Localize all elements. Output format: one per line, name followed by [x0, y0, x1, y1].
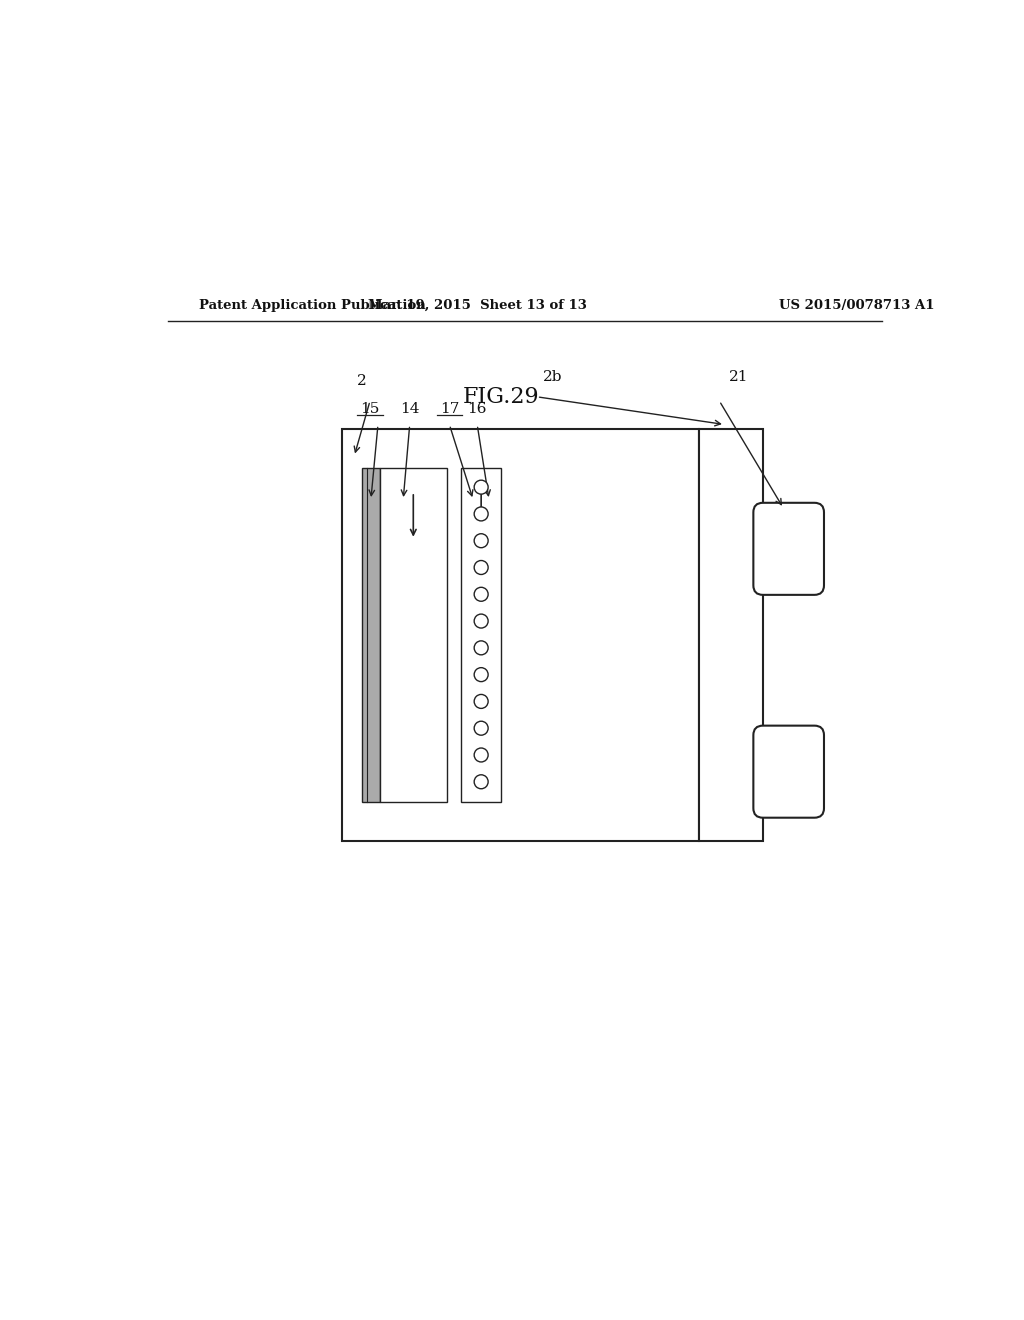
Text: Patent Application Publication: Patent Application Publication [200, 300, 426, 312]
Circle shape [474, 642, 488, 655]
Text: Mar. 19, 2015  Sheet 13 of 13: Mar. 19, 2015 Sheet 13 of 13 [368, 300, 587, 312]
Circle shape [474, 480, 488, 494]
Bar [362, 469, 380, 801]
FancyBboxPatch shape [754, 503, 824, 595]
Bar [462, 469, 501, 801]
Text: 2b: 2b [543, 370, 562, 384]
Bar [342, 429, 699, 841]
Circle shape [474, 694, 488, 709]
Circle shape [474, 775, 488, 789]
Circle shape [474, 748, 488, 762]
Circle shape [474, 507, 488, 521]
Text: 17: 17 [439, 401, 459, 416]
Text: 2: 2 [357, 374, 367, 388]
FancyBboxPatch shape [754, 726, 824, 817]
Text: US 2015/0078713 A1: US 2015/0078713 A1 [778, 300, 934, 312]
Bar [380, 469, 447, 801]
Circle shape [474, 668, 488, 681]
Circle shape [474, 561, 488, 574]
Bar [699, 429, 763, 841]
Circle shape [474, 533, 488, 548]
Text: 16: 16 [467, 401, 487, 416]
Circle shape [474, 614, 488, 628]
Circle shape [474, 587, 488, 602]
Text: 14: 14 [400, 401, 420, 416]
Text: 15: 15 [360, 401, 380, 416]
Text: 21: 21 [729, 370, 749, 384]
Circle shape [474, 721, 488, 735]
Text: FIG.29: FIG.29 [463, 385, 540, 408]
